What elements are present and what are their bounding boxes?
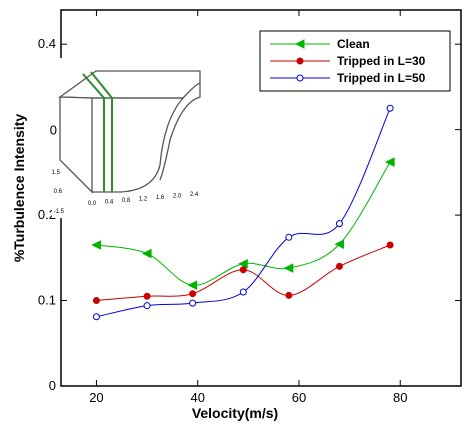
tunnel-side-face [92, 97, 185, 193]
data-point [91, 240, 101, 250]
inset-tick-label: 0.8 [122, 198, 131, 204]
data-point [386, 241, 394, 249]
data-point [143, 292, 151, 300]
y-tick-label: 0.2 [38, 207, 56, 222]
legend-label: Tripped in L=30 [337, 54, 426, 68]
data-point [239, 266, 247, 274]
inset-tick-label: 1.2 [139, 197, 148, 203]
data-point [143, 302, 151, 310]
data-point [335, 220, 343, 228]
inset-tick-label: 0.0 [88, 201, 97, 207]
legend: Clean Tripped in L=30 Tripped in L=50 [259, 30, 451, 92]
data-point [335, 262, 343, 270]
data-point [386, 104, 394, 112]
inset-tick-label: 2.0 [173, 194, 182, 200]
trip-band-line [82, 73, 105, 99]
trip-band-line [90, 71, 113, 99]
data-point [92, 313, 100, 321]
series-0 [91, 157, 395, 290]
x-tick-label: 60 [292, 390, 306, 405]
legend-marker [294, 39, 305, 49]
data-point [92, 297, 100, 305]
x-tick-label: 40 [190, 390, 204, 405]
inset-tick-label: 1.5 [52, 170, 61, 176]
x-axis-title: Velocity(m/s) [192, 405, 278, 421]
legend-label: Clean [337, 37, 370, 51]
legend-label: Tripped in L=50 [337, 71, 426, 85]
wind-tunnel-inset: 1.5 0.6 -1.5 0.0 0.4 0.8 1.2 1.6 2.0 2.4 0 [50, 58, 212, 218]
data-point [285, 291, 293, 299]
series-layer [91, 104, 395, 321]
data-point [285, 233, 293, 241]
inset-tick-label: 1.6 [156, 195, 165, 201]
data-point [334, 239, 344, 249]
data-point [189, 299, 197, 307]
data-point [187, 280, 198, 290]
y-tick-label-partial: 0 [50, 123, 57, 138]
inset-tick-label: -1.5 [54, 209, 65, 215]
data-point [283, 263, 294, 273]
y-tick-label: 0.4 [38, 36, 56, 51]
legend-marker [296, 57, 304, 65]
inset-tick-label: 0.6 [54, 189, 63, 195]
data-point [238, 258, 248, 269]
inset-tick-label: 2.4 [190, 192, 199, 198]
x-tick-label: 80 [393, 390, 407, 405]
data-point [141, 248, 152, 259]
legend-marker [296, 74, 304, 82]
inset-tick-label: 0.4 [105, 200, 114, 206]
tunnel-outlet-edge [159, 83, 201, 181]
data-point [384, 157, 395, 167]
y-tick-label: 0.1 [38, 293, 56, 308]
series-2 [92, 104, 394, 321]
x-tick-label: 20 [89, 390, 103, 405]
data-point [189, 290, 197, 298]
y-tick-label: 0 [49, 378, 56, 393]
data-point [239, 288, 247, 296]
series-1 [92, 241, 394, 305]
y-axis-title: %Turbulence Intensity [11, 114, 27, 263]
